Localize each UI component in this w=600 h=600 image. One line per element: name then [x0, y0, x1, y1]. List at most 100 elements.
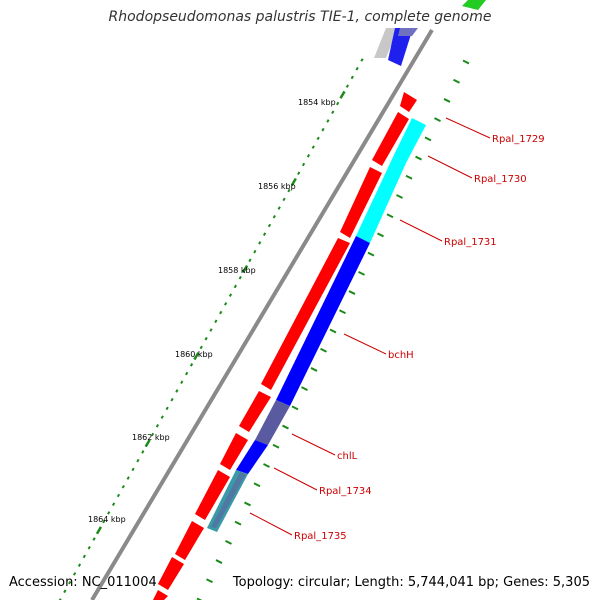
gene-arrow[interactable] — [195, 470, 230, 520]
inner-tick — [225, 539, 232, 545]
gene-label-rpal1729[interactable]: Rpal_1729 — [492, 134, 545, 145]
gene-arrow[interactable] — [372, 112, 409, 166]
gene-arrow[interactable] — [340, 167, 382, 238]
gene-label-rpal1730[interactable]: Rpal_1730 — [474, 174, 527, 185]
gene-arrow[interactable] — [175, 521, 204, 560]
gene-rpal1734-block[interactable] — [236, 440, 268, 474]
inner-tick — [329, 328, 337, 334]
scale-tick — [224, 302, 228, 306]
scale-tick — [321, 127, 325, 132]
scale-tick — [175, 389, 179, 393]
gene-arrow[interactable] — [220, 433, 248, 470]
scale-tick — [58, 598, 62, 600]
gene-rpal1730-block[interactable] — [393, 118, 426, 163]
gene-arrow[interactable] — [261, 238, 350, 390]
gene-rpal1731-block[interactable] — [356, 157, 406, 243]
scale-tick — [68, 580, 72, 585]
gene-chll-block[interactable] — [255, 400, 290, 445]
scale-tick — [107, 511, 111, 515]
inner-tick — [415, 155, 422, 161]
scale-tick — [339, 90, 346, 99]
label-leader-line — [273, 467, 318, 491]
inner-tick — [443, 98, 451, 103]
gene-block[interactable] — [398, 28, 418, 36]
inner-tick — [405, 174, 413, 180]
scale-tick — [311, 145, 315, 149]
scale-tick — [87, 545, 91, 550]
inner-tick — [434, 117, 441, 123]
scale-tick — [77, 563, 82, 567]
forward-strand — [153, 28, 418, 600]
inner-tick — [358, 270, 365, 276]
label-leader-line — [249, 512, 293, 536]
kbp-labels: 1854 kbp 1856 kbp 1858 kbp 1860 kbp 1862… — [88, 98, 336, 524]
scale-tick — [144, 439, 151, 448]
gene-block[interactable] — [388, 28, 413, 66]
scale-tick — [219, 310, 223, 315]
kbp-label: 1862 kbp — [132, 433, 170, 442]
gene-rpal1735-inner — [211, 472, 246, 528]
gene-bchh-block[interactable] — [276, 236, 370, 406]
scale-tick — [165, 406, 169, 411]
label-leader-line — [343, 333, 387, 355]
scale-tick — [248, 258, 252, 263]
inner-tick — [348, 290, 356, 295]
inner-tick — [263, 463, 270, 468]
scale-tick — [73, 572, 77, 576]
scale-tick — [199, 345, 203, 350]
scale-tick — [287, 188, 291, 193]
scale-tick — [355, 66, 359, 71]
kbp-label: 1864 kbp — [88, 515, 126, 524]
inner-tick — [462, 59, 470, 65]
scale-tick — [238, 275, 242, 280]
inner-tick — [234, 520, 242, 526]
inner-tick — [424, 136, 432, 142]
scale-tick — [272, 214, 276, 219]
scale-tick — [290, 177, 297, 186]
scale-tick — [331, 110, 335, 115]
inner-tick — [367, 251, 375, 257]
scale-tick — [102, 519, 106, 524]
gene-label-rpal1731[interactable]: Rpal_1731 — [444, 237, 497, 248]
gene-arrow[interactable] — [153, 590, 168, 600]
inner-tick — [244, 501, 251, 507]
scale-tick — [360, 58, 364, 62]
scale-tick — [82, 554, 86, 559]
inner-tick — [453, 78, 460, 84]
gene-label-bchh[interactable]: bchH — [388, 350, 414, 361]
scale-tick — [204, 336, 208, 341]
scale-tick — [262, 232, 267, 236]
gene-label-rpal1735[interactable]: Rpal_1735 — [294, 531, 347, 542]
gene-block[interactable] — [374, 28, 398, 58]
inner-tick — [339, 309, 346, 315]
inner-tick — [215, 559, 223, 564]
scale-tick — [345, 84, 349, 88]
scale-tick — [277, 206, 281, 210]
label-leader-line — [291, 433, 336, 456]
reverse-strand — [207, 118, 426, 532]
inner-tick — [396, 194, 403, 199]
scale-tick — [306, 154, 311, 158]
scale-tick — [63, 589, 67, 594]
scale-tick — [316, 136, 320, 141]
inner-tick — [196, 597, 203, 600]
gene-arrow[interactable] — [400, 92, 417, 112]
scale-tick — [301, 162, 306, 167]
inner-tick — [253, 482, 261, 488]
label-leader-line — [445, 117, 491, 139]
inner-tick-track — [196, 59, 470, 600]
scale-tick — [150, 432, 155, 437]
inner-tick — [320, 347, 327, 353]
gene-arrow[interactable] — [239, 391, 271, 432]
scale-tick — [242, 264, 249, 274]
scale-tick — [297, 171, 301, 176]
gene-label-chll[interactable]: chlL — [337, 451, 358, 462]
kbp-label: 1854 kbp — [298, 98, 336, 107]
gene-arrow[interactable] — [158, 557, 184, 590]
label-leader-line — [399, 219, 443, 242]
scale-tick — [233, 284, 237, 289]
scale-tick — [136, 458, 140, 463]
scale-tick — [95, 526, 103, 535]
gene-label-rpal1734[interactable]: Rpal_1734 — [319, 486, 372, 497]
